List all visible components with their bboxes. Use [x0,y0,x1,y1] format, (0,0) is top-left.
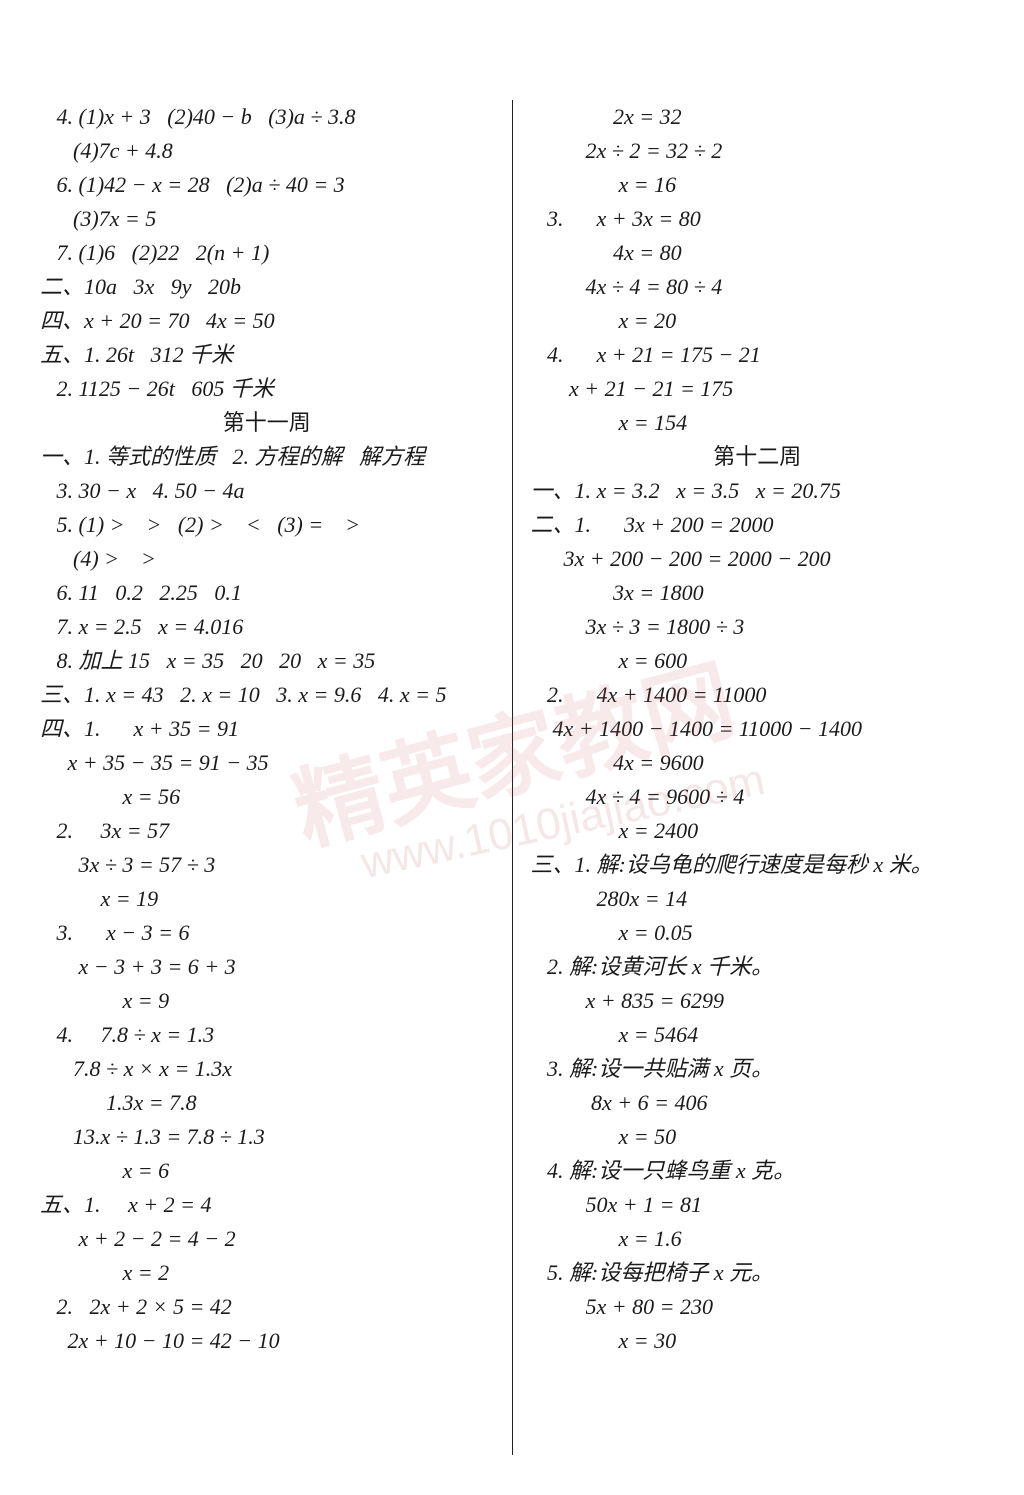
text-line: 5x + 80 = 230 [531,1290,985,1324]
text-line: 13.x ÷ 1.3 = 7.8 ÷ 1.3 [40,1120,494,1154]
text-line: x = 5464 [531,1018,985,1052]
text-line: 3. x − 3 = 6 [40,916,494,950]
text-line: 8. 加上 15 x = 35 20 20 x = 35 [40,644,494,678]
text-line: x = 16 [531,168,985,202]
text-line: 280x = 14 [531,882,985,916]
text-line: x = 50 [531,1120,985,1154]
text-line: 7. x = 2.5 x = 4.016 [40,610,494,644]
text-line: x + 21 − 21 = 175 [531,372,985,406]
text-line: 2. 1125 − 26t 605 千米 [40,372,494,406]
text-line: x = 9 [40,984,494,1018]
text-line: 3x = 1800 [531,576,985,610]
text-line: 3. 30 − x 4. 50 − 4a [40,474,494,508]
text-line: 4x = 9600 [531,746,985,780]
text-line: x = 20 [531,304,985,338]
text-line: 4. (1)x + 3 (2)40 − b (3)a ÷ 3.8 [40,100,494,134]
text-line: x = 2400 [531,814,985,848]
text-line: 3. 解:设一共贴满 x 页。 [531,1052,985,1086]
text-line: 50x + 1 = 81 [531,1188,985,1222]
section-heading: 第十二周 [531,440,985,474]
right-column: 2x = 32 2x ÷ 2 = 32 ÷ 2 x = 16 3. x + 3x… [513,100,985,1455]
text-line: 6. (1)42 − x = 28 (2)a ÷ 40 = 3 [40,168,494,202]
text-line: 3x ÷ 3 = 1800 ÷ 3 [531,610,985,644]
text-line: 4x ÷ 4 = 80 ÷ 4 [531,270,985,304]
text-line: 5. (1) > > (2) > < (3) = > [40,508,494,542]
text-line: 7.8 ÷ x × x = 1.3x [40,1052,494,1086]
text-line: 3x + 200 − 200 = 2000 − 200 [531,542,985,576]
text-line: 8x + 6 = 406 [531,1086,985,1120]
text-line: x = 600 [531,644,985,678]
text-line: x − 3 + 3 = 6 + 3 [40,950,494,984]
text-line: x = 19 [40,882,494,916]
text-line: x = 30 [531,1324,985,1358]
text-line: 2. 2x + 2 × 5 = 42 [40,1290,494,1324]
text-line: 4. 7.8 ÷ x = 1.3 [40,1018,494,1052]
text-line: (3)7x = 5 [40,202,494,236]
text-line: x + 835 = 6299 [531,984,985,1018]
section-heading: 第十一周 [40,406,494,440]
text-line: 4x ÷ 4 = 9600 ÷ 4 [531,780,985,814]
text-line: 三、1. 解:设乌龟的爬行速度是每秒 x 米。 [531,848,985,882]
text-line: 二、10a 3x 9y 20b [40,270,494,304]
text-line: 一、1. x = 3.2 x = 3.5 x = 20.75 [531,474,985,508]
text-line: 4. x + 21 = 175 − 21 [531,338,985,372]
text-line: 5. 解:设每把椅子 x 元。 [531,1256,985,1290]
text-line: 6. 11 0.2 2.25 0.1 [40,576,494,610]
text-line: 2. 解:设黄河长 x 千米。 [531,950,985,984]
text-line: x + 35 − 35 = 91 − 35 [40,746,494,780]
text-line: (4)7c + 4.8 [40,134,494,168]
text-line: 四、x + 20 = 70 4x = 50 [40,304,494,338]
text-line: 2x + 10 − 10 = 42 − 10 [40,1324,494,1358]
text-line: 3x ÷ 3 = 57 ÷ 3 [40,848,494,882]
text-line: x + 2 − 2 = 4 − 2 [40,1222,494,1256]
text-line: 4x + 1400 − 1400 = 11000 − 1400 [531,712,985,746]
text-line: x = 0.05 [531,916,985,950]
text-line: 3. x + 3x = 80 [531,202,985,236]
text-line: 四、1. x + 35 = 91 [40,712,494,746]
text-line: x = 2 [40,1256,494,1290]
text-line: 4. 解:设一只蜂鸟重 x 克。 [531,1154,985,1188]
text-line: (4) > > [40,542,494,576]
text-line: 1.3x = 7.8 [40,1086,494,1120]
text-line: x = 1.6 [531,1222,985,1256]
text-line: 2x ÷ 2 = 32 ÷ 2 [531,134,985,168]
text-line: 2. 3x = 57 [40,814,494,848]
text-line: 三、1. x = 43 2. x = 10 3. x = 9.6 4. x = … [40,678,494,712]
text-line: x = 56 [40,780,494,814]
text-line: 一、1. 等式的性质 2. 方程的解 解方程 [40,440,494,474]
text-line: x = 154 [531,406,985,440]
text-line: 二、1. 3x + 200 = 2000 [531,508,985,542]
left-column: 4. (1)x + 3 (2)40 − b (3)a ÷ 3.8 (4)7c +… [40,100,513,1455]
text-line: 五、1. x + 2 = 4 [40,1188,494,1222]
text-line: 2. 4x + 1400 = 11000 [531,678,985,712]
text-line: x = 6 [40,1154,494,1188]
text-line: 7. (1)6 (2)22 2(n + 1) [40,236,494,270]
page: 精英家教网 www.1010jiajiao.com 4. (1)x + 3 (2… [0,0,1024,1495]
text-line: 4x = 80 [531,236,985,270]
text-line: 2x = 32 [531,100,985,134]
text-line: 五、1. 26t 312 千米 [40,338,494,372]
